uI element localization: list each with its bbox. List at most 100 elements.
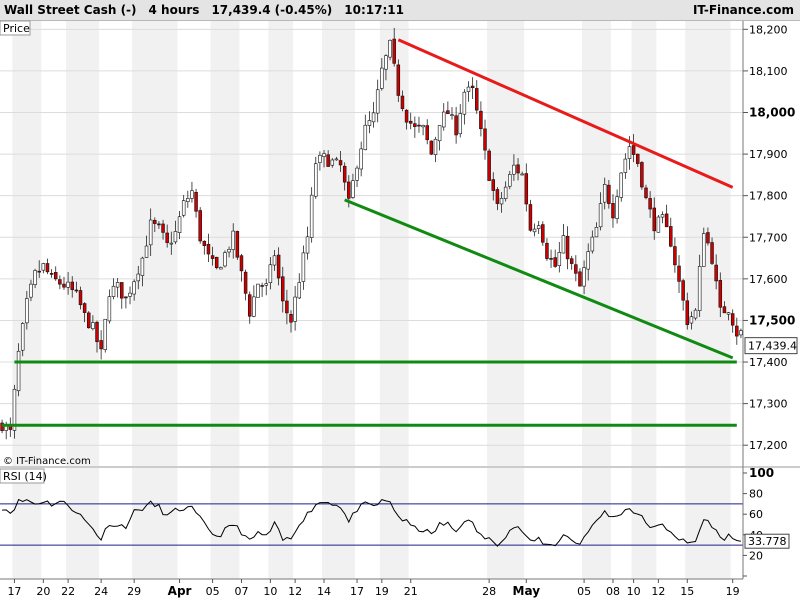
candle-body [574,264,578,274]
candle-body [586,251,590,270]
candle-body [91,322,95,330]
candle-body [247,294,252,317]
day-band [321,21,355,466]
x-tick-label: 08 [606,585,620,598]
price-tick-label: 17,900 [749,148,788,161]
rsi-day-band [685,468,731,579]
candle-body [206,243,211,255]
candle-body [326,154,330,167]
candle-body [153,219,157,224]
candle-body [297,282,302,299]
candle-body [16,350,21,392]
x-tick-label: 17 [350,585,364,598]
candle-body [268,264,273,284]
price-tick-label: 18,000 [749,105,795,119]
candle-body [487,150,491,181]
candle-body [499,197,504,205]
candle-body [186,198,190,203]
candle-body [256,283,260,298]
price-tick-label: 18,100 [749,65,788,78]
candle-body [322,153,326,157]
candle-body [408,120,413,124]
candle-body [45,263,50,273]
candle-body [173,231,178,243]
candle-body [371,112,376,123]
candle-body [136,273,141,282]
candle-body [107,296,112,322]
candle-body [190,190,194,199]
weekend-bands [12,21,731,579]
candle-body [454,115,458,136]
candle-body [78,290,83,306]
candle-body [165,232,169,243]
candle-body [375,89,380,114]
candle-body [718,280,723,308]
candle-body [380,67,384,89]
candle-body [252,296,256,317]
price-label-box [0,20,31,36]
day-band [66,21,100,466]
candle-body [400,95,405,109]
price-tick-label: 18,200 [749,23,788,36]
trendlines [2,38,737,427]
candle-body [693,309,698,319]
price-tick-label: 17,600 [749,273,788,286]
candle-body [726,312,731,315]
candle-body [673,246,677,266]
candle-body [441,111,446,128]
candle-body [82,303,87,313]
candle-body [528,204,533,231]
day-band [12,21,42,466]
candle-body [516,164,520,174]
price-change: (-0.45%) [274,3,333,17]
rsi-tick-label: 60 [749,508,763,521]
candle-body [120,282,124,299]
x-tick-label: 19 [375,585,389,598]
candle-body [334,158,339,161]
candle-body [314,163,318,197]
axes: 17,200 17,300 17,400 17,500 17,600 17,700 17,8… [0,21,800,598]
price-panel-label: Price [3,22,30,35]
candle-body [144,245,149,258]
candle-body [276,254,281,279]
timestamp: 10:17:11 [344,3,404,17]
candle-body [714,264,718,282]
candle-body [512,164,516,175]
price-tick-label: 17,500 [749,313,795,327]
candle-body [29,283,33,298]
candle-body [635,153,640,164]
candle-body [648,198,652,210]
x-tick-label: 28 [482,585,496,598]
candle-body [429,140,434,155]
candle-body [702,233,706,267]
candle-body [561,235,566,254]
candle-body [611,203,615,219]
x-tick-label: 12 [288,585,302,598]
rsi-tick-label: 20 [749,549,763,562]
candle-body [148,219,153,246]
candle-body [615,196,619,219]
rsi-day-band [210,468,240,579]
candle-body [495,189,500,204]
candle-body [140,257,145,276]
candle-body [58,279,62,285]
x-tick-label: 15 [680,585,694,598]
candle-body [194,192,198,212]
candle-body [318,155,322,163]
x-tick-label: 07 [234,585,248,598]
candle-body [549,258,553,260]
candle-body [181,200,186,216]
rsi-label-box [0,468,45,484]
candle-body [272,255,277,266]
candle-body [582,267,586,287]
candle-body [553,257,557,267]
candle-body [157,223,161,226]
candle-body [115,282,120,288]
candle-body [532,228,537,233]
day-band [210,21,240,466]
rsi-day-band [132,468,178,579]
x-tick-label: 29 [127,585,141,598]
last-price-tag [744,337,798,355]
candle-body [503,186,508,199]
